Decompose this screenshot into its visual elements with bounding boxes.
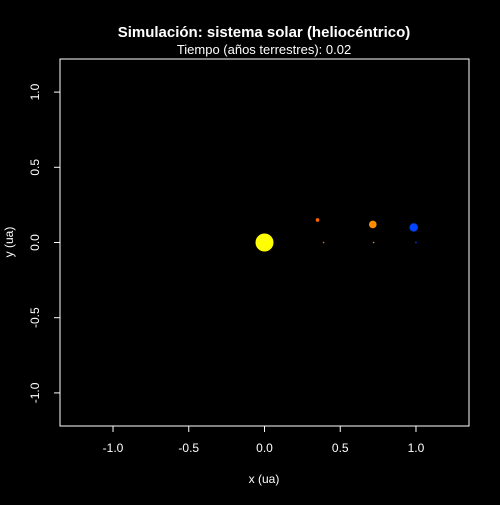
y-tick-label: 0.0 <box>28 234 42 251</box>
sun-point <box>255 233 274 252</box>
earth-point <box>409 223 418 232</box>
mercury-start-point <box>322 241 325 244</box>
earth-start-point <box>415 241 417 244</box>
x-tick-label: 0.0 <box>256 441 273 455</box>
venus-start-point <box>372 241 375 244</box>
chart-title: Simulación: sistema solar (heliocéntrico… <box>118 24 411 41</box>
y-axis: -1.0 -0.5 0.0 0.5 1.0 <box>28 83 61 403</box>
x-axis-label: x (ua) <box>249 472 280 486</box>
x-tick-label: -1.0 <box>103 441 124 455</box>
x-tick-label: 0.5 <box>332 441 349 455</box>
y-axis-label: y (ua) <box>2 227 16 258</box>
planet-points <box>255 218 418 252</box>
chart-subtitle: Tiempo (años terrestres): 0.02 <box>177 42 351 57</box>
x-tick-label: 1.0 <box>408 441 425 455</box>
y-tick-label: -0.5 <box>28 307 42 328</box>
venus-point <box>369 220 377 229</box>
y-tick-label: 0.5 <box>28 159 42 176</box>
x-axis: -1.0 -0.5 0.0 0.5 1.0 <box>103 425 425 455</box>
x-tick-label: -0.5 <box>178 441 199 455</box>
y-tick-label: 1.0 <box>28 83 42 100</box>
mercury-point <box>315 218 320 222</box>
y-tick-label: -1.0 <box>28 382 42 403</box>
